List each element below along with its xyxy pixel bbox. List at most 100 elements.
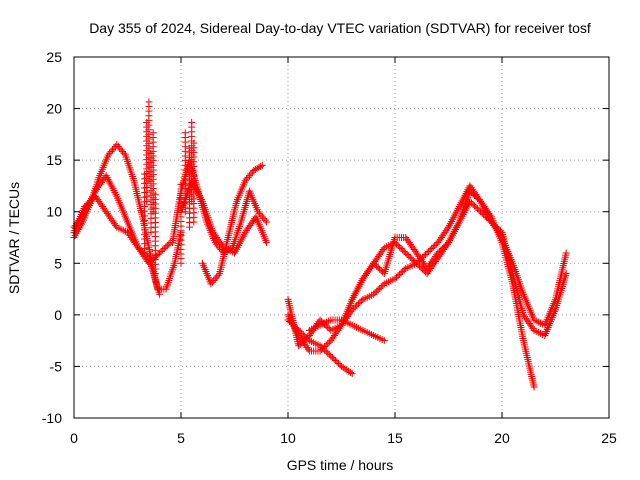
data-point bbox=[374, 286, 382, 294]
data-point bbox=[149, 129, 157, 137]
data-point bbox=[153, 252, 161, 260]
data-point bbox=[324, 323, 332, 331]
chart-title: Day 355 of 2024, Sidereal Day-to-day VTE… bbox=[89, 20, 591, 36]
data-point bbox=[258, 213, 266, 221]
data-point bbox=[343, 366, 351, 374]
data-point bbox=[284, 316, 292, 324]
data-point bbox=[298, 329, 306, 337]
data-point bbox=[348, 306, 356, 314]
data-point bbox=[207, 280, 215, 288]
data-point bbox=[322, 348, 330, 356]
x-tick-label: 25 bbox=[601, 430, 617, 446]
data-point bbox=[405, 252, 413, 260]
data-point bbox=[257, 211, 265, 219]
data-point bbox=[393, 273, 401, 281]
data-point bbox=[295, 326, 303, 334]
data-point bbox=[562, 270, 570, 278]
data-point bbox=[356, 298, 364, 306]
data-point bbox=[114, 142, 122, 150]
data-point bbox=[333, 358, 341, 366]
data-point bbox=[377, 283, 385, 291]
data-point bbox=[415, 256, 423, 264]
data-point bbox=[408, 255, 416, 263]
y-tick-label: 0 bbox=[54, 307, 62, 323]
data-point bbox=[475, 206, 483, 214]
data-point bbox=[396, 243, 404, 251]
data-point bbox=[379, 281, 387, 289]
data-point bbox=[163, 242, 171, 250]
data-point bbox=[492, 222, 500, 230]
data-point bbox=[292, 323, 300, 331]
data-point bbox=[346, 368, 354, 376]
data-point bbox=[159, 246, 167, 254]
x-tick-label: 5 bbox=[177, 430, 185, 446]
data-point bbox=[316, 342, 324, 350]
data-point bbox=[331, 357, 339, 365]
y-tick-label: 10 bbox=[46, 204, 62, 220]
data-point bbox=[162, 243, 170, 251]
data-point bbox=[301, 332, 309, 340]
data-point bbox=[425, 247, 433, 255]
y-tick-label: 5 bbox=[54, 255, 62, 271]
data-point bbox=[467, 199, 475, 207]
data-point bbox=[324, 340, 332, 348]
data-point bbox=[255, 209, 263, 217]
data-point bbox=[304, 335, 312, 343]
data-point bbox=[290, 322, 298, 330]
y-tick-label: 25 bbox=[46, 49, 62, 65]
data-point bbox=[472, 193, 480, 201]
data-point bbox=[177, 180, 185, 188]
data-point bbox=[411, 258, 419, 266]
data-point bbox=[247, 170, 255, 178]
data-point bbox=[104, 151, 112, 159]
data-point bbox=[403, 250, 411, 258]
data-point bbox=[420, 252, 428, 260]
data-point bbox=[393, 240, 401, 248]
data-points bbox=[70, 98, 570, 391]
tick-labels: 0 5 10 15 20 25 -10 -5 0 5 10 15 20 25 bbox=[42, 49, 617, 446]
data-point bbox=[165, 240, 173, 248]
data-point bbox=[530, 383, 538, 391]
data-point bbox=[353, 301, 361, 309]
plot-frame bbox=[73, 56, 610, 419]
data-point bbox=[289, 320, 297, 328]
data-point bbox=[350, 304, 358, 312]
data-point bbox=[245, 172, 253, 180]
data-point bbox=[211, 275, 219, 283]
data-point bbox=[119, 148, 127, 156]
data-point bbox=[469, 200, 477, 208]
data-point bbox=[327, 352, 335, 360]
data-point bbox=[489, 220, 497, 228]
data-point bbox=[257, 162, 265, 170]
data-point bbox=[157, 247, 165, 255]
x-tick-label: 20 bbox=[494, 430, 510, 446]
data-point bbox=[477, 208, 485, 216]
data-point bbox=[354, 300, 362, 308]
data-point bbox=[466, 187, 474, 195]
data-point bbox=[113, 141, 121, 149]
data-point bbox=[348, 370, 356, 378]
data-point bbox=[181, 129, 189, 137]
data-point bbox=[391, 239, 399, 247]
data-point bbox=[406, 253, 414, 261]
data-point bbox=[286, 317, 294, 325]
data-point bbox=[116, 144, 124, 152]
data-point bbox=[318, 343, 326, 351]
data-point bbox=[319, 345, 327, 353]
data-point bbox=[261, 216, 269, 224]
data-point bbox=[107, 148, 115, 156]
y-axis-label: SDTVAR / TECUs bbox=[6, 182, 22, 294]
data-point bbox=[208, 278, 216, 286]
data-point bbox=[328, 354, 336, 362]
data-point bbox=[345, 367, 353, 375]
data-point bbox=[470, 202, 478, 210]
data-point bbox=[109, 146, 117, 154]
data-point bbox=[351, 303, 359, 311]
data-point bbox=[357, 297, 365, 305]
data-point bbox=[443, 225, 451, 233]
data-point bbox=[151, 191, 159, 199]
data-point bbox=[396, 270, 404, 278]
data-point bbox=[422, 250, 430, 258]
y-tick-label: 15 bbox=[46, 152, 62, 168]
